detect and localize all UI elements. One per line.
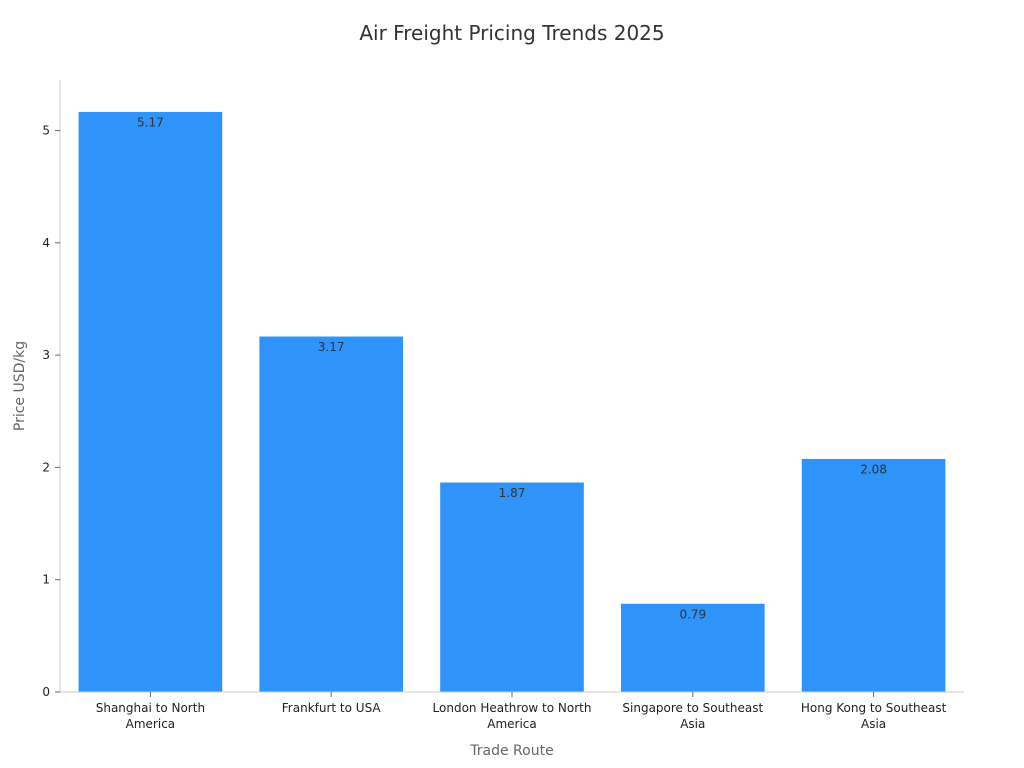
x-tick-label-line: Shanghai to North (96, 701, 205, 715)
x-tick-label-line: Asia (680, 717, 705, 731)
x-tick-label-line: Frankfurt to USA (282, 701, 382, 715)
x-tick-label-line: Singapore to Southeast (622, 701, 763, 715)
data-label: 3.17 (318, 340, 345, 354)
bar (77, 110, 224, 693)
bar (619, 602, 766, 693)
y-axis-label: Price USD/kg (12, 341, 28, 431)
y-axis-ticks: 0 1 2 3 4 5 (42, 124, 60, 699)
bar (439, 481, 585, 693)
x-tick-label: Shanghai to North America (96, 701, 205, 731)
data-labels-layer: 5.17 3.17 1.87 0.79 2.08 (137, 115, 887, 621)
bar (258, 335, 405, 693)
chart-title: Air Freight Pricing Trends 2025 (359, 21, 664, 45)
data-label: 2.08 (860, 462, 887, 476)
data-label: 0.79 (679, 607, 706, 621)
y-tick-label: 4 (42, 236, 50, 250)
x-tick-label-line: America (126, 717, 176, 731)
x-tick-label: Frankfurt to USA (282, 701, 382, 715)
y-tick-label: 1 (42, 573, 50, 587)
bar (800, 457, 947, 693)
x-tick-label: London Heathrow to North America (433, 701, 592, 731)
x-tick-label-line: America (487, 717, 537, 731)
x-tick-label-line: London Heathrow to North (433, 701, 592, 715)
x-tick-label: Hong Kong to Southeast Asia (801, 701, 947, 731)
y-tick-label: 0 (42, 685, 50, 699)
y-tick-label: 5 (42, 124, 50, 138)
data-label: 5.17 (137, 115, 164, 129)
y-tick-label: 3 (42, 348, 50, 362)
x-axis-label: Trade Route (469, 743, 553, 759)
x-tick-label: Singapore to Southeast Asia (622, 701, 763, 731)
y-tick-label: 2 (42, 460, 50, 474)
x-tick-label-line: Hong Kong to Southeast (801, 701, 947, 715)
bars-layer (77, 110, 947, 693)
x-tick-label-line: Asia (861, 717, 886, 731)
data-label: 1.87 (499, 486, 526, 500)
x-axis-ticks: Shanghai to North America Frankfurt to USA… (96, 692, 947, 731)
